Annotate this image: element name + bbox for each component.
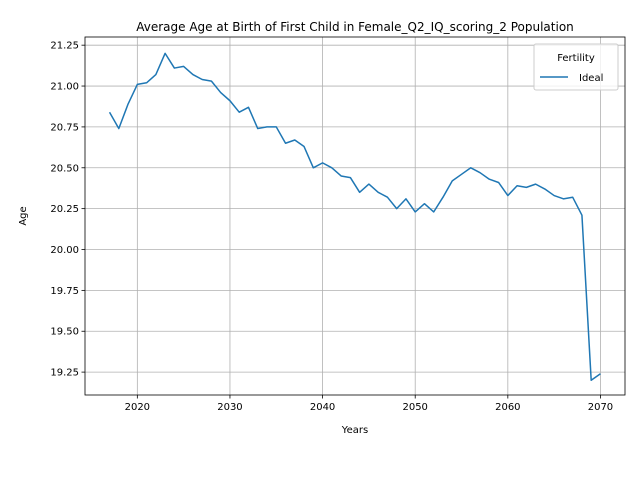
x-tick-label: 2050 <box>402 402 427 413</box>
y-tick-label: 19.75 <box>50 286 79 297</box>
y-tick-label: 20.25 <box>50 204 79 215</box>
y-tick-label: 21.00 <box>50 82 79 93</box>
gridlines <box>85 37 625 395</box>
series-layer <box>108 52 601 382</box>
legend-title: Fertility <box>557 53 595 64</box>
x-axis-label: Years <box>341 425 368 436</box>
x-tick-label: 2060 <box>495 402 520 413</box>
y-axis-label: Age <box>18 206 29 225</box>
y-tick-label: 19.25 <box>50 368 79 379</box>
x-tick-label: 2020 <box>125 402 150 413</box>
legend: Fertility Ideal <box>533 43 619 91</box>
x-tick-label: 2040 <box>310 402 335 413</box>
y-axis: 19.25 19.50 19.75 20.00 20.25 20.50 20.75 21.00… <box>50 41 85 379</box>
chart-title: Average Age at Birth of First Child in F… <box>136 20 574 34</box>
y-tick-label: 20.75 <box>50 122 79 133</box>
series-line-ideal <box>108 52 601 382</box>
plot-frame <box>84 36 626 396</box>
legend-box <box>533 43 619 91</box>
y-tick-label: 20.00 <box>50 245 79 256</box>
y-tick-label: 20.50 <box>50 163 79 174</box>
y-tick-label: 21.25 <box>50 41 79 52</box>
x-tick-label: 2070 <box>588 402 613 413</box>
y-tick-label: 19.50 <box>50 327 79 338</box>
x-axis: 2020 2030 2040 2050 2060 2070 <box>125 395 613 413</box>
x-tick-label: 2030 <box>217 402 242 413</box>
legend-label-ideal: Ideal <box>579 73 603 84</box>
